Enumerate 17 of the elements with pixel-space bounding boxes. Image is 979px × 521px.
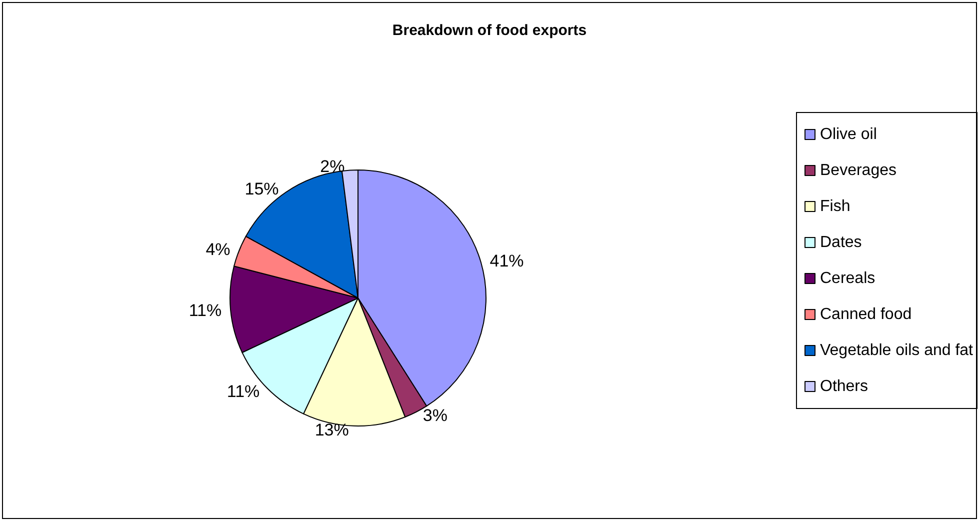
- legend-label: Dates: [820, 234, 862, 251]
- data-label: 15%: [244, 179, 279, 198]
- data-label: 2%: [320, 156, 345, 176]
- legend-label: Beverages: [820, 162, 896, 179]
- data-label: 4%: [206, 240, 230, 259]
- legend-label: Vegetable oils and fat: [820, 342, 974, 359]
- data-label: 41%: [490, 252, 524, 271]
- legend-label: Olive oil: [820, 126, 877, 143]
- legend-label: Canned food: [820, 306, 912, 323]
- data-label: 13%: [314, 420, 349, 440]
- legend-label: Fish: [820, 198, 850, 215]
- data-label: 3%: [422, 406, 448, 426]
- data-label: 11%: [188, 300, 222, 320]
- data-label: 11%: [226, 382, 260, 401]
- legend-label: Others: [820, 378, 868, 395]
- chart-title: Breakdown of food exports: [392, 22, 587, 39]
- legend-label: Cereals: [820, 270, 876, 287]
